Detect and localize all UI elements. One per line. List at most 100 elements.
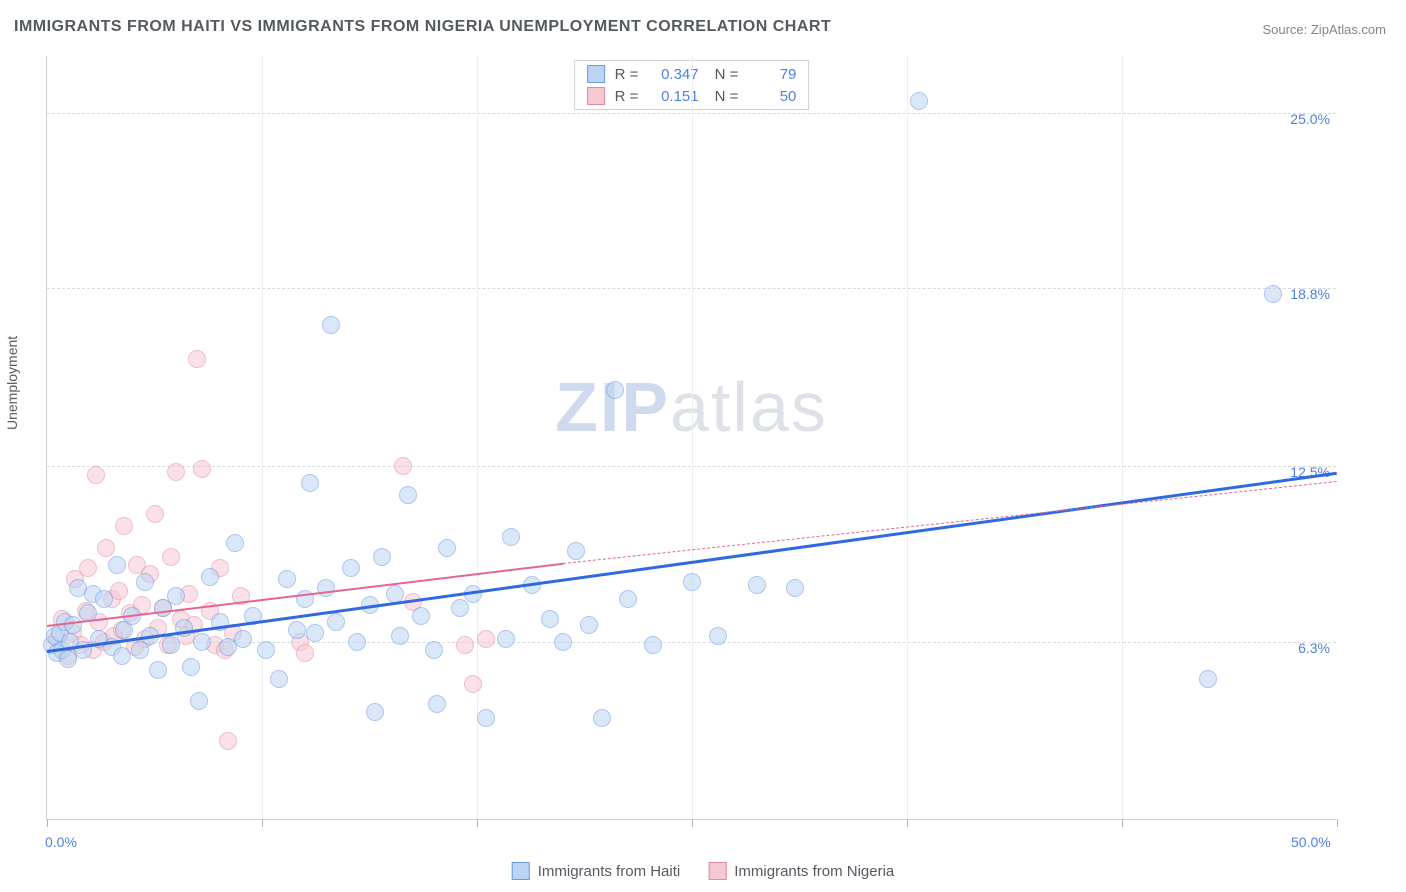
data-point-nigeria: [115, 517, 133, 535]
x-gridline: [262, 56, 263, 819]
data-point-haiti: [438, 539, 456, 557]
data-point-haiti: [606, 381, 624, 399]
data-point-haiti: [167, 587, 185, 605]
y-tick-label: 6.3%: [1298, 640, 1330, 656]
data-point-haiti: [257, 641, 275, 659]
data-point-haiti: [270, 670, 288, 688]
data-point-nigeria: [219, 732, 237, 750]
x-tick-label: 50.0%: [1291, 834, 1331, 850]
data-point-haiti: [162, 636, 180, 654]
y-axis-label: Unemployment: [4, 336, 20, 430]
legend-swatch-nigeria: [708, 862, 726, 880]
legend-swatch-nigeria: [587, 87, 605, 105]
legend-label: Immigrants from Haiti: [538, 863, 681, 880]
x-gridline: [907, 56, 908, 819]
data-point-haiti: [317, 579, 335, 597]
data-point-haiti: [322, 316, 340, 334]
data-point-haiti: [327, 613, 345, 631]
data-point-nigeria: [296, 644, 314, 662]
n-label: N =: [715, 88, 739, 105]
x-tick: [1122, 819, 1123, 827]
data-point-haiti: [580, 616, 598, 634]
x-tick: [1337, 819, 1338, 827]
data-point-haiti: [709, 627, 727, 645]
data-point-haiti: [301, 474, 319, 492]
data-point-haiti: [278, 570, 296, 588]
y-tick-label: 18.8%: [1290, 286, 1330, 302]
data-point-haiti: [1199, 670, 1217, 688]
data-point-haiti: [477, 709, 495, 727]
data-point-haiti: [149, 661, 167, 679]
data-point-haiti: [1264, 285, 1282, 303]
x-tick: [262, 819, 263, 827]
data-point-nigeria: [110, 582, 128, 600]
data-point-haiti: [306, 624, 324, 642]
data-point-haiti: [113, 647, 131, 665]
chart-title: IMMIGRANTS FROM HAITI VS IMMIGRANTS FROM…: [14, 18, 831, 36]
watermark-brand-b: atlas: [670, 368, 828, 446]
data-point-haiti: [451, 599, 469, 617]
data-point-haiti: [136, 573, 154, 591]
legend-item-haiti: Immigrants from Haiti: [512, 862, 681, 880]
data-point-haiti: [366, 703, 384, 721]
watermark-brand-a: ZIP: [555, 368, 670, 446]
x-tick: [907, 819, 908, 827]
data-point-haiti: [201, 568, 219, 586]
data-point-nigeria: [146, 505, 164, 523]
n-value: 79: [748, 66, 796, 83]
data-point-haiti: [497, 630, 515, 648]
data-point-haiti: [193, 633, 211, 651]
x-tick: [47, 819, 48, 827]
data-point-haiti: [190, 692, 208, 710]
source-label: Source:: [1262, 22, 1310, 37]
data-point-haiti: [64, 616, 82, 634]
x-gridline: [692, 56, 693, 819]
data-point-haiti: [593, 709, 611, 727]
y-tick-label: 25.0%: [1290, 111, 1330, 127]
data-point-nigeria: [97, 539, 115, 557]
n-value: 50: [748, 88, 796, 105]
chart-plot-area: ZIPatlas R =0.347N =79R =0.151N =50 6.3%…: [46, 56, 1336, 820]
data-point-haiti: [683, 573, 701, 591]
data-point-haiti: [425, 641, 443, 659]
data-point-haiti: [234, 630, 252, 648]
data-point-nigeria: [456, 636, 474, 654]
x-tick-label: 0.0%: [45, 834, 77, 850]
legend-label: Immigrants from Nigeria: [734, 863, 894, 880]
data-point-nigeria: [79, 559, 97, 577]
data-point-haiti: [428, 695, 446, 713]
data-point-haiti: [399, 486, 417, 504]
source-value: ZipAtlas.com: [1311, 22, 1386, 37]
data-point-nigeria: [464, 675, 482, 693]
data-point-nigeria: [188, 350, 206, 368]
data-point-nigeria: [193, 460, 211, 478]
series-legend: Immigrants from Haiti Immigrants from Nig…: [512, 862, 895, 880]
r-label: R =: [615, 88, 641, 105]
data-point-haiti: [412, 607, 430, 625]
data-point-nigeria: [87, 466, 105, 484]
data-point-haiti: [541, 610, 559, 628]
data-point-haiti: [226, 534, 244, 552]
n-label: N =: [715, 66, 739, 83]
data-point-nigeria: [477, 630, 495, 648]
data-point-haiti: [342, 559, 360, 577]
data-point-haiti: [619, 590, 637, 608]
x-gridline: [477, 56, 478, 819]
data-point-haiti: [748, 576, 766, 594]
data-point-haiti: [373, 548, 391, 566]
data-point-haiti: [95, 590, 113, 608]
data-point-haiti: [910, 92, 928, 110]
data-point-nigeria: [167, 463, 185, 481]
data-point-haiti: [567, 542, 585, 560]
source-attribution: Source: ZipAtlas.com: [1262, 22, 1386, 37]
data-point-haiti: [644, 636, 662, 654]
trend-line: [563, 480, 1337, 563]
r-label: R =: [615, 66, 641, 83]
legend-item-nigeria: Immigrants from Nigeria: [708, 862, 894, 880]
x-tick: [477, 819, 478, 827]
x-gridline: [1122, 56, 1123, 819]
data-point-haiti: [502, 528, 520, 546]
legend-swatch-haiti: [587, 65, 605, 83]
data-point-haiti: [108, 556, 126, 574]
data-point-nigeria: [162, 548, 180, 566]
